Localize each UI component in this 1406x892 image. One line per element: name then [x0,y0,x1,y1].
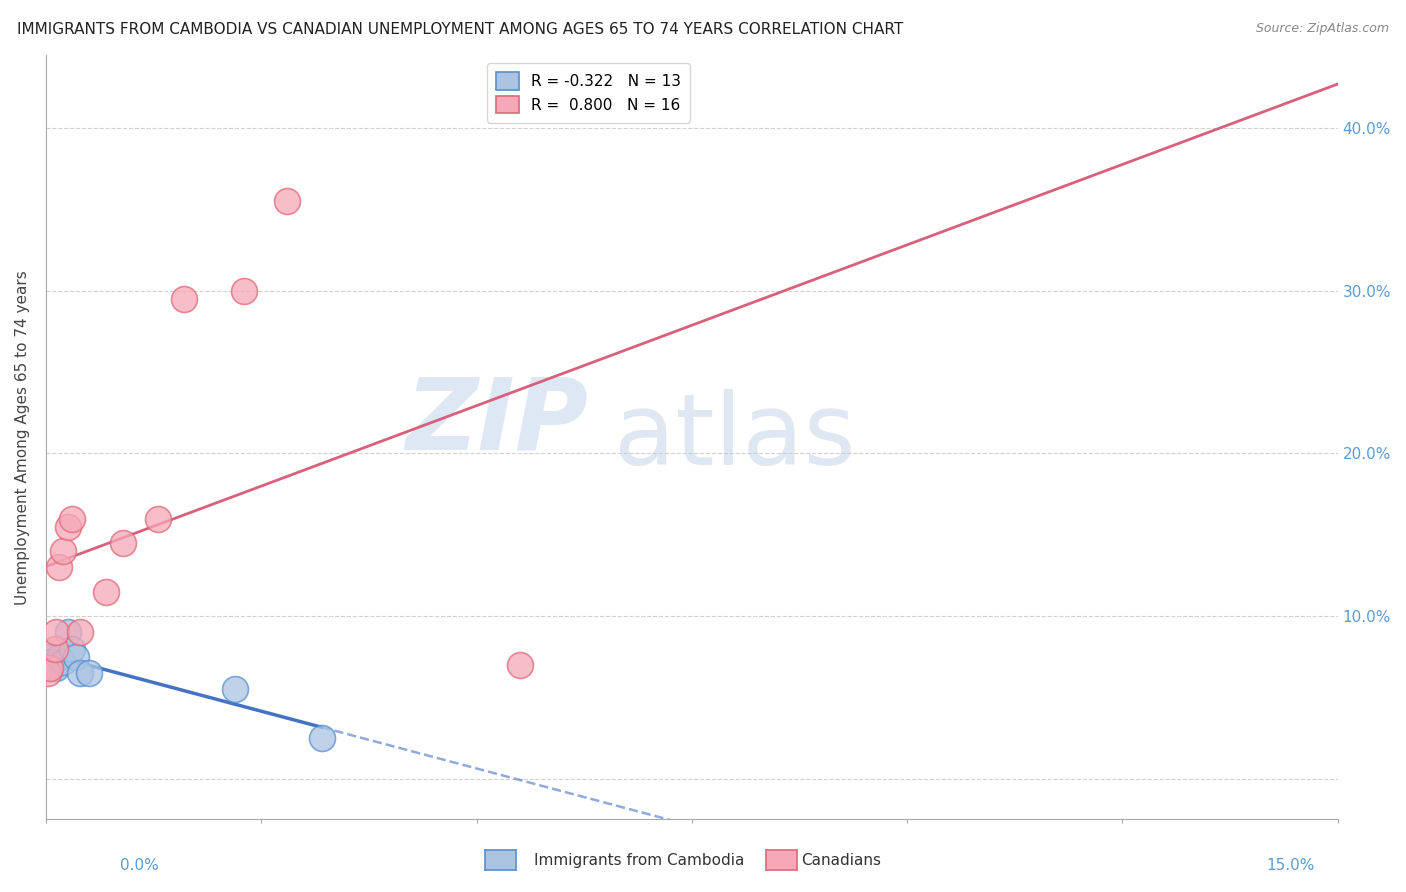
Legend: R = -0.322   N = 13, R =  0.800   N = 16: R = -0.322 N = 13, R = 0.800 N = 16 [486,62,690,122]
Point [173,292,195,306]
Point [96,584,118,599]
Text: Canadians: Canadians [801,854,882,868]
Point [65,649,87,664]
Point [69,665,91,680]
Point [69,625,91,640]
Point [112,536,135,550]
Point [77,665,100,680]
Point [509,657,531,672]
Y-axis label: Unemployment Among Ages 65 to 74 years: Unemployment Among Ages 65 to 74 years [15,270,30,605]
Point [56,519,79,533]
Text: 0.0%: 0.0% [120,858,159,873]
Point [39,661,62,675]
Text: 15.0%: 15.0% [1267,858,1315,873]
Point [146,511,169,525]
Point [224,682,246,697]
Point [52,655,75,669]
Point [45,661,67,675]
Point [52,544,75,558]
Point [37,665,59,680]
Text: ZIP: ZIP [405,374,589,470]
Point [48,649,70,664]
Point [60,641,83,656]
Point [56,625,79,640]
Point [45,625,67,640]
Text: Source: ZipAtlas.com: Source: ZipAtlas.com [1256,22,1389,36]
Point [276,194,298,209]
Text: Immigrants from Cambodia: Immigrants from Cambodia [534,854,745,868]
Point [39,655,62,669]
Text: IMMIGRANTS FROM CAMBODIA VS CANADIAN UNEMPLOYMENT AMONG AGES 65 TO 74 YEARS CORR: IMMIGRANTS FROM CAMBODIA VS CANADIAN UNE… [17,22,903,37]
Point [60,511,83,525]
Point [37,649,59,664]
Point [44,657,66,672]
Point [311,731,333,745]
Point [44,641,66,656]
Text: atlas: atlas [614,389,856,486]
Point [233,284,256,298]
Point [48,560,70,574]
